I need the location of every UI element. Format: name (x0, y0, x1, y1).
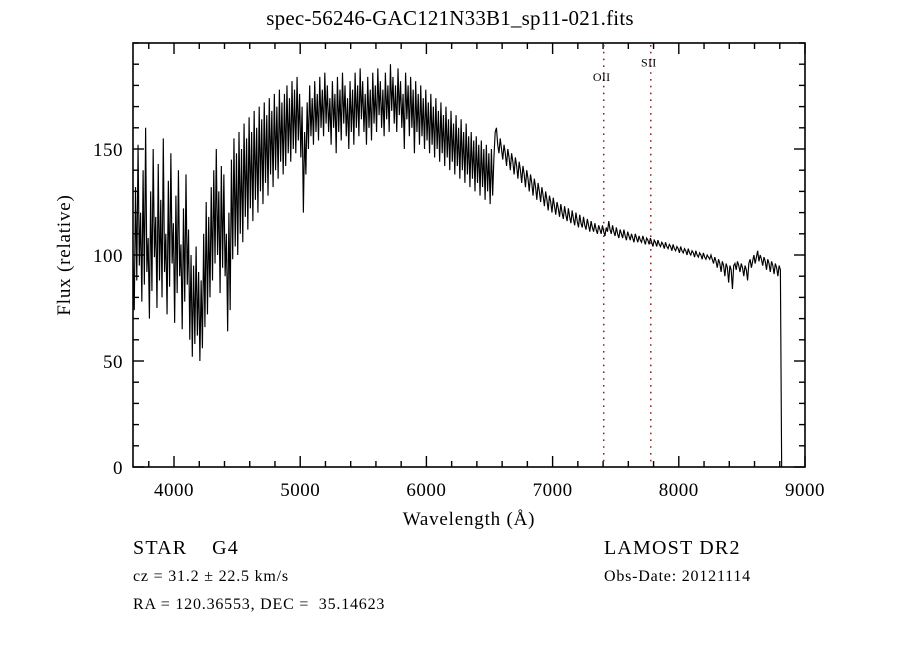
coordinates-line: RA = 120.36553, DEC = 35.14623 (133, 596, 386, 613)
x-tick-label: 8000 (659, 480, 699, 501)
y-axis-label: Flux (relative) (54, 194, 75, 315)
spectrum-trace (133, 64, 783, 467)
y-tick-label: 150 (93, 140, 123, 161)
x-tick-label: 5000 (280, 480, 320, 501)
spectral-line-label: OII (593, 70, 611, 84)
spectral-line-label: SII (641, 55, 657, 69)
survey-info-block: LAMOST DR2 Obs-Date: 20121114 (604, 533, 884, 591)
y-tick-label: 50 (103, 352, 123, 373)
x-axis-label: Wavelength (Å) (403, 509, 536, 530)
page-title: spec-56246-GAC121N33B1_sp11-021.fits (266, 6, 634, 30)
object-class-line: STAR G4 (133, 537, 239, 559)
x-tick-label: 6000 (406, 480, 446, 501)
y-tick-label: 0 (113, 458, 123, 479)
y-tick-label: 100 (93, 246, 123, 267)
x-tick-label: 4000 (154, 480, 194, 501)
x-tick-label: 7000 (533, 480, 573, 501)
x-tick-label: 9000 (785, 480, 825, 501)
object-info-block: STAR G4 cz = 31.2 ± 22.5 km/s RA = 120.3… (133, 533, 553, 619)
obs-date-line: Obs-Date: 20121114 (604, 568, 751, 585)
survey-name-line: LAMOST DR2 (604, 537, 741, 559)
radial-velocity-line: cz = 31.2 ± 22.5 km/s (133, 568, 289, 585)
